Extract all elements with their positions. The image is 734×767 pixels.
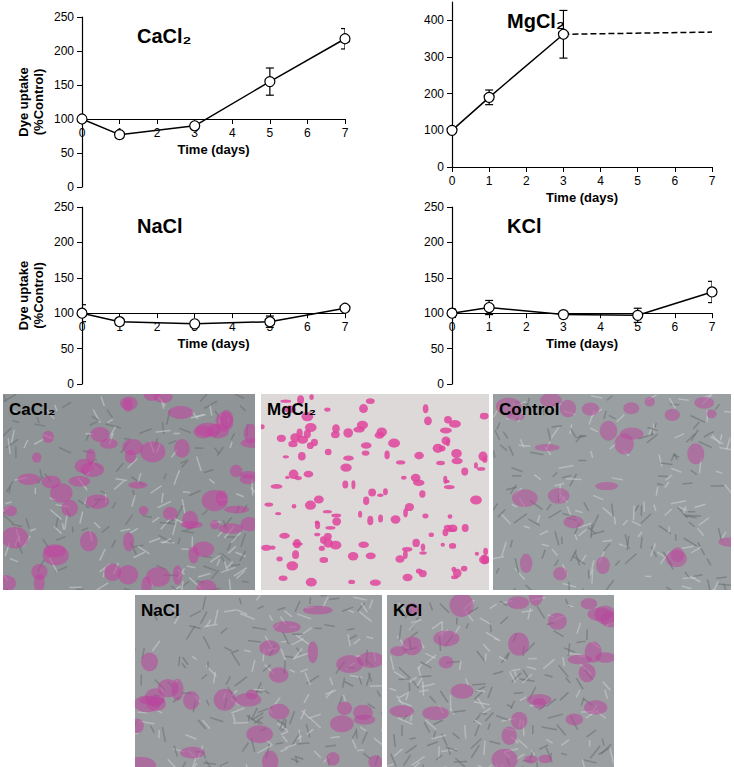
html-text:KCl: KCl: [393, 601, 423, 620]
svg-text:Time (days): Time (days): [546, 336, 618, 351]
svg-text:200: 200: [54, 44, 74, 58]
svg-text:6: 6: [672, 320, 679, 334]
svg-text:5: 5: [267, 126, 274, 140]
svg-text:100: 100: [424, 123, 444, 137]
svg-text:CaCl₂: CaCl₂: [137, 25, 191, 47]
svg-text:1: 1: [486, 320, 493, 334]
svg-text:0: 0: [449, 174, 456, 188]
svg-text:2: 2: [154, 126, 161, 140]
svg-text:100: 100: [54, 112, 74, 126]
svg-text:3: 3: [191, 126, 199, 140]
svg-text:2: 2: [523, 174, 530, 188]
svg-text:50: 50: [61, 146, 75, 160]
svg-text:Time (days): Time (days): [177, 142, 249, 157]
svg-text:200: 200: [424, 235, 444, 249]
svg-text:4: 4: [597, 320, 604, 334]
svg-text:50: 50: [431, 342, 445, 356]
svg-text:0: 0: [67, 180, 74, 194]
svg-text:150: 150: [54, 271, 74, 285]
html-text:NaCl: NaCl: [141, 601, 180, 620]
svg-text:7: 7: [342, 126, 349, 140]
svg-text:(%Control): (%Control): [31, 69, 46, 135]
svg-text:7: 7: [709, 174, 716, 188]
svg-text:6: 6: [304, 320, 311, 334]
svg-text:NaCl: NaCl: [137, 215, 183, 237]
svg-text:0: 0: [79, 126, 86, 140]
svg-text:4: 4: [597, 174, 604, 188]
svg-text:4: 4: [228, 320, 236, 335]
svg-text:50: 50: [61, 342, 75, 356]
svg-text:KCl: KCl: [507, 215, 541, 237]
svg-text:Time (days): Time (days): [546, 190, 618, 205]
svg-text:100: 100: [424, 306, 444, 320]
svg-text:0: 0: [79, 320, 86, 334]
svg-text:5: 5: [634, 320, 641, 334]
html-text:Control: Control: [499, 400, 560, 419]
svg-text:200: 200: [424, 87, 444, 101]
svg-text:100: 100: [54, 306, 74, 320]
svg-text:3: 3: [560, 174, 567, 188]
svg-text:0: 0: [437, 160, 444, 174]
svg-text:5: 5: [634, 174, 641, 188]
svg-text:MgCl₂: MgCl₂: [507, 10, 565, 32]
svg-text:300: 300: [424, 50, 444, 64]
svg-text:400: 400: [424, 13, 444, 27]
svg-text:Time (days): Time (days): [177, 336, 249, 351]
svg-text:Dye uptake: Dye uptake: [16, 67, 31, 136]
svg-text:1: 1: [486, 174, 493, 188]
svg-text:7: 7: [709, 320, 716, 334]
svg-text:Dye uptake: Dye uptake: [16, 261, 31, 330]
svg-text:(%Control): (%Control): [31, 262, 46, 328]
html-text:CaCl₂: CaCl₂: [9, 400, 56, 419]
svg-text:250: 250: [54, 10, 74, 24]
svg-text:0: 0: [449, 320, 456, 334]
svg-text:250: 250: [54, 200, 74, 214]
svg-text:6: 6: [304, 126, 311, 140]
svg-text:0: 0: [67, 377, 74, 391]
svg-text:2: 2: [153, 320, 161, 335]
svg-text:4: 4: [229, 126, 236, 140]
svg-text:7: 7: [342, 320, 349, 334]
svg-text:200: 200: [54, 235, 74, 249]
svg-text:250: 250: [424, 200, 444, 214]
svg-text:6: 6: [672, 174, 679, 188]
svg-text:150: 150: [54, 78, 74, 92]
html-text:MgCl₂: MgCl₂: [267, 400, 317, 419]
svg-text:150: 150: [424, 271, 444, 285]
svg-text:2: 2: [523, 320, 530, 334]
svg-text:0: 0: [437, 377, 444, 391]
svg-text:3: 3: [560, 320, 567, 334]
